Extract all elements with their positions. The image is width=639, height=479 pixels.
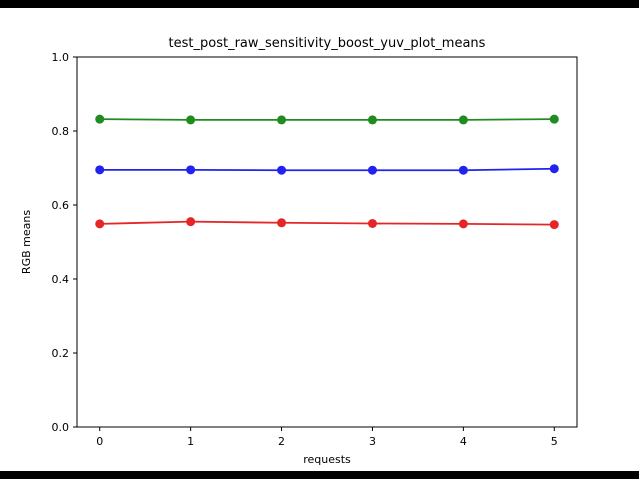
x-tick-label: 5 <box>551 435 558 448</box>
series-marker-green-channel-mean <box>549 114 559 124</box>
series-marker-blue-channel-mean <box>549 164 559 174</box>
y-tick-label: 1.0 <box>52 51 70 64</box>
series-line-blue-channel-mean <box>99 167 555 172</box>
y-tick-label: 0.2 <box>52 347 70 360</box>
series-marker-green-channel-mean <box>458 115 468 125</box>
axes-box <box>76 56 578 428</box>
series-marker-red-channel-mean <box>95 219 105 229</box>
x-tick-label: 0 <box>96 435 103 448</box>
series-marker-red-channel-mean <box>458 219 468 229</box>
series-marker-green-channel-mean <box>186 115 196 125</box>
series-marker-blue-channel-mean <box>367 165 377 175</box>
series-marker-blue-channel-mean <box>458 165 468 175</box>
x-axis-label: requests <box>303 453 351 466</box>
y-tick-label: 0.4 <box>52 273 70 286</box>
series-marker-blue-channel-mean <box>277 165 287 175</box>
series-marker-red-channel-mean <box>186 217 196 227</box>
series-marker-blue-channel-mean <box>186 165 196 175</box>
series-line-red-channel-mean <box>99 220 555 226</box>
y-axis-label: RGB means <box>20 210 33 274</box>
series-marker-red-channel-mean <box>549 220 559 230</box>
series-marker-red-channel-mean <box>367 219 377 228</box>
y-tick-label: 0.0 <box>52 421 70 434</box>
bottom-letterbox-bar <box>0 471 639 479</box>
x-tick-label: 3 <box>369 435 376 448</box>
series-line-green-channel-mean <box>99 118 555 121</box>
series-marker-red-channel-mean <box>277 218 287 228</box>
series-marker-green-channel-mean <box>95 114 105 124</box>
series-marker-green-channel-mean <box>277 115 287 125</box>
y-tick-label: 0.6 <box>52 199 70 212</box>
chart-title: test_post_raw_sensitivity_boost_yuv_plot… <box>169 36 486 51</box>
x-tick-label: 2 <box>278 435 285 448</box>
top-letterbox-bar <box>0 0 639 8</box>
series-layer <box>95 114 559 230</box>
x-tick-label: 4 <box>460 435 467 448</box>
series-marker-blue-channel-mean <box>95 165 105 175</box>
ticks-layer: 0 1 2 3 4 5 0.0 0.2 0.4 0.6 0.8 1.0 <box>52 51 558 448</box>
series-marker-green-channel-mean <box>367 115 377 125</box>
y-tick-label: 0.8 <box>52 125 70 138</box>
x-tick-label: 1 <box>187 435 194 448</box>
